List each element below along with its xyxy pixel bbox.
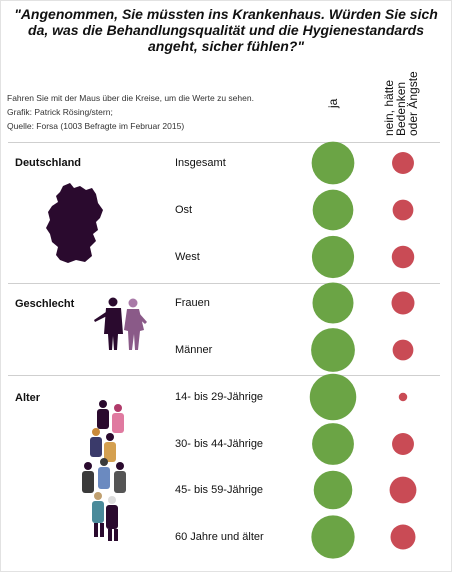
section-label-alter: Alter	[15, 392, 41, 404]
row-label: 45- bis 59-Jährige	[175, 484, 264, 496]
row-label: 30- bis 44-Jährige	[175, 438, 264, 450]
bubble-nein[interactable]: 30- bis 44-Jährige: 20 %	[392, 433, 414, 455]
germany-map-icon	[46, 183, 103, 263]
bubble-ja[interactable]: 45- bis 59-Jährige: 62 %	[313, 470, 353, 510]
people-group-icon	[82, 400, 126, 541]
row-label: Ost	[175, 204, 193, 216]
bubble-ja[interactable]: Männer: 80 %	[311, 328, 355, 372]
chart-title: "Angenommen, Sie müssten ins Krankenhaus…	[14, 6, 438, 54]
divider	[8, 375, 440, 376]
row-label: Männer	[175, 344, 213, 356]
bubble-nein[interactable]: Insgesamt: 20 %	[392, 152, 414, 174]
bubble-nein[interactable]: 60 Jahre und älter: 26 %	[390, 524, 416, 550]
row-label: 60 Jahre und älter	[175, 531, 264, 543]
bubble-ja[interactable]: 14- bis 29-Jährige: 90 %	[309, 373, 357, 421]
divider	[8, 283, 440, 284]
row-label: Insgesamt	[175, 157, 226, 169]
row-label: Frauen	[175, 297, 210, 309]
section-label-geschlecht: Geschlecht	[15, 298, 75, 310]
row-label: 14- bis 29-Jährige	[175, 391, 264, 403]
bubble-ja[interactable]: Ost: 69 %	[312, 189, 354, 231]
bubble-nein[interactable]: Ost: 18 %	[392, 199, 414, 221]
graphic-credit: Grafik: Patrick Rösing/stern;	[7, 107, 113, 117]
bubble-nein[interactable]: West: 21 %	[391, 245, 415, 269]
data-source: Quelle: Forsa (1003 Befragte im Februar …	[7, 121, 185, 131]
hover-hint: Fahren Sie mit der Maus über die Kreise,…	[7, 93, 254, 103]
bubble-nein[interactable]: 45- bis 59-Jährige: 30 %	[389, 476, 417, 504]
row-label: West	[175, 251, 200, 263]
bubble-nein[interactable]: Frauen: 22 %	[391, 291, 415, 315]
couple-icon	[94, 297, 147, 350]
bubble-ja[interactable]: 60 Jahre und älter: 78 %	[311, 515, 355, 559]
bubble-ja[interactable]: Frauen: 70 %	[312, 282, 354, 324]
bubble-nein[interactable]: Männer: 18 %	[392, 339, 414, 361]
bubble-ja[interactable]: West: 74 %	[311, 235, 355, 279]
bubble-ja[interactable]: Insgesamt: 76 %	[311, 141, 355, 185]
bubble-ja[interactable]: 30- bis 44-Jährige: 73 %	[312, 423, 354, 465]
divider	[8, 142, 440, 143]
bubble-nein[interactable]: 14- bis 29-Jährige: 3 %	[398, 392, 408, 402]
bubble-layer: Insgesamt: 76 % Insgesamt: 20 % Ost: 69 % O…	[309, 141, 417, 559]
section-label-deutschland: Deutschland	[15, 157, 82, 169]
